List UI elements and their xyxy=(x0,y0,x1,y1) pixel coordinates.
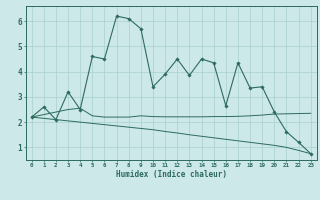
X-axis label: Humidex (Indice chaleur): Humidex (Indice chaleur) xyxy=(116,170,227,179)
